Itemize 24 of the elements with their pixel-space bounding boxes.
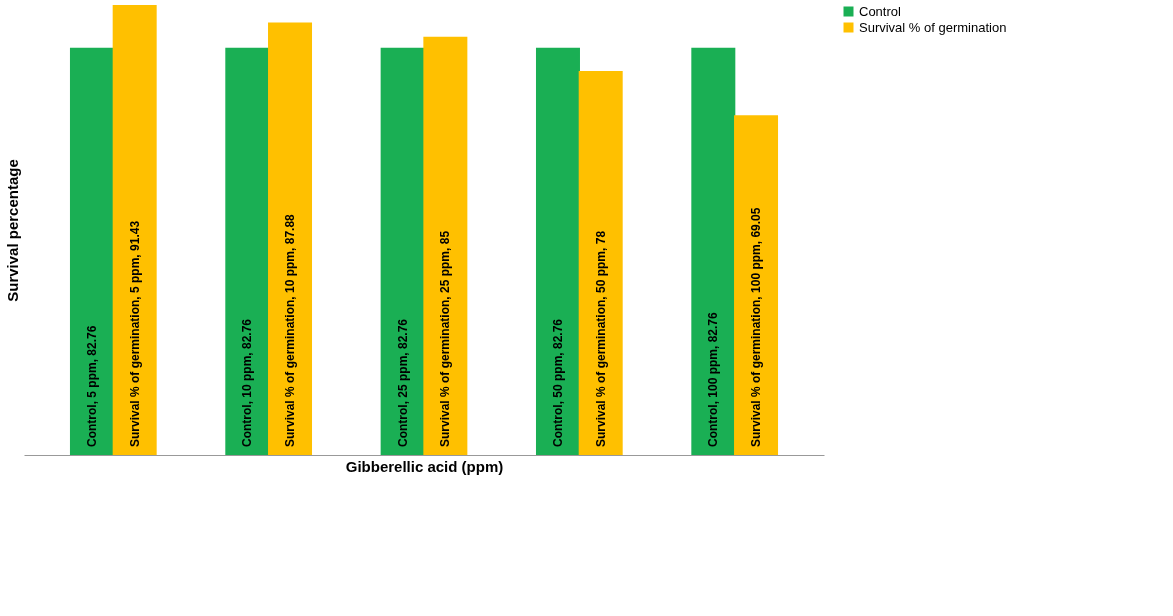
bar (225, 47, 270, 455)
bar (423, 36, 468, 455)
x-axis-title: Gibberellic acid (ppm) (345, 457, 504, 475)
data-label: Survival % of germination, 50 ppm, 78 (593, 230, 608, 447)
bar (734, 115, 779, 455)
bar (578, 71, 623, 455)
data-label: Control, 10 ppm, 82.76 (240, 318, 255, 447)
y-axis-title: Survival percentage (3, 159, 21, 302)
data-label: Survival % of germination, 10 ppm, 87.88 (283, 213, 298, 447)
bar (691, 47, 736, 455)
bar (112, 5, 157, 455)
data-label: Control, 100 ppm, 82.76 (706, 311, 721, 447)
bar (69, 47, 114, 455)
data-label: Survival % of germination, 25 ppm, 85 (438, 230, 453, 447)
legend-label: Control (859, 3, 902, 19)
data-label: Control, 50 ppm, 82.76 (550, 318, 565, 447)
legend-label: Survival % of germination (859, 19, 1007, 35)
bar (535, 47, 580, 455)
data-label: Survival % of germination, 5 ppm, 91.43 (127, 220, 142, 447)
bar (380, 47, 425, 455)
bar (268, 22, 313, 455)
data-label: Survival % of germination, 100 ppm, 69.05 (749, 207, 764, 447)
data-label: Control, 5 ppm, 82.76 (84, 325, 99, 447)
data-label: Control, 25 ppm, 82.76 (395, 318, 410, 447)
